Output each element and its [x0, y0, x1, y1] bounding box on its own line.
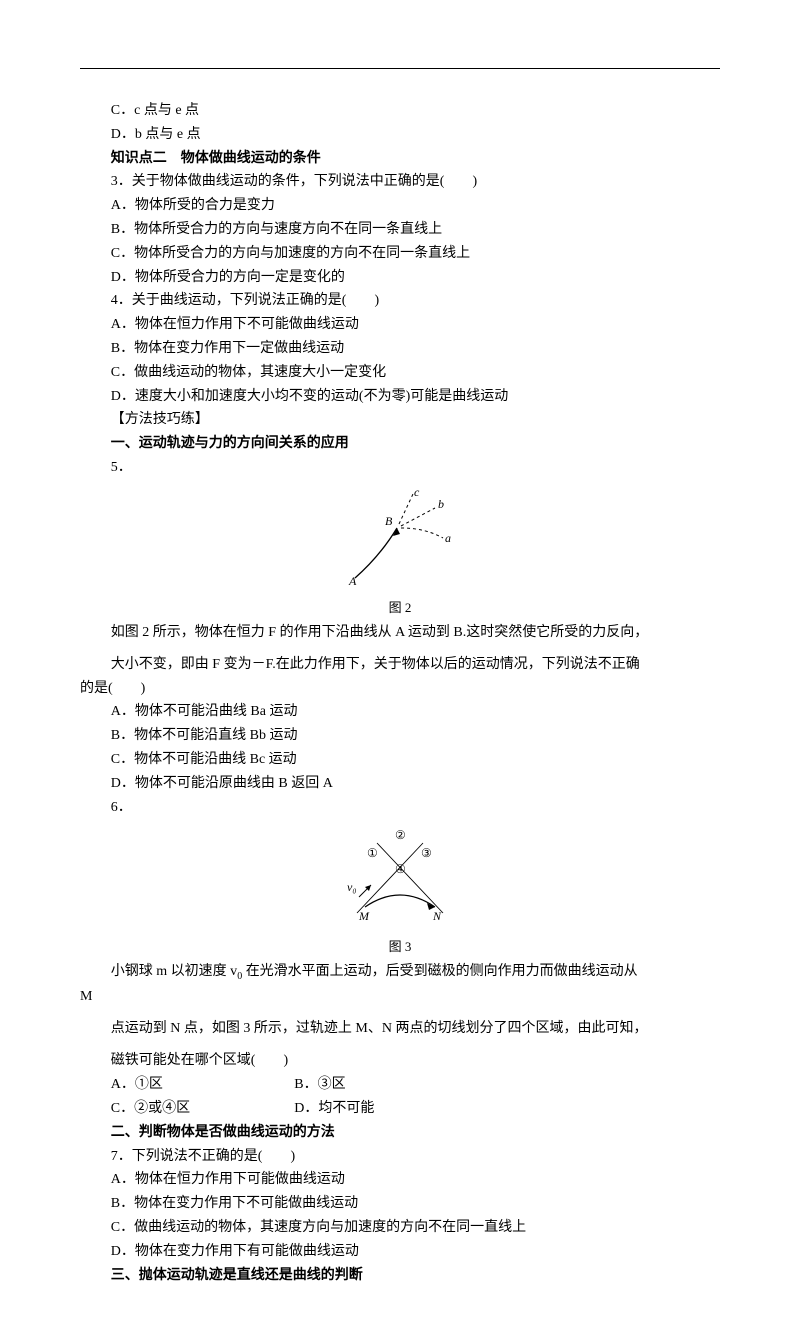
svg-text:M: M: [358, 909, 370, 923]
kp2-title: 知识点二 物体做曲线运动的条件: [80, 147, 720, 171]
svg-text:①: ①: [367, 846, 378, 860]
q7-D: D．物体在变力作用下有可能做曲线运动: [80, 1240, 720, 1264]
q7-A: A．物体在恒力作用下可能做曲线运动: [80, 1168, 720, 1192]
svg-text:a: a: [445, 531, 451, 545]
q6-opts-row1: A．①区 B．③区: [80, 1073, 720, 1097]
q6-stem1: 小钢球 m 以初速度 v0 在光滑水平面上运动，后受到磁极的侧向作用力而做曲线运…: [80, 960, 720, 985]
page-header: [80, 60, 720, 69]
svg-text:③: ③: [421, 846, 432, 860]
q7-stem: 7．下列说法不正确的是( ): [80, 1145, 720, 1169]
spacer: [80, 1009, 720, 1017]
q6-stem2: 点运动到 N 点，如图 3 所示，过轨迹上 M、N 两点的切线划分了四个区域，由…: [80, 1017, 720, 1041]
q3-B: B．物体所受合力的方向与速度方向不在同一条直线上: [80, 218, 720, 242]
q5-figure: A B a b c: [80, 486, 720, 595]
q3-C: C．物体所受合力的方向与加速度的方向不在同一条直线上: [80, 242, 720, 266]
q6-D: D．均不可能: [294, 1097, 474, 1121]
svg-text:c: c: [414, 486, 420, 499]
q5-stem2: 大小不变，即由 F 变为－F.在此力作用下，关于物体以后的运动情况，下列说法不正…: [80, 653, 720, 677]
q4-B: B．物体在变力作用下一定做曲线运动: [80, 337, 720, 361]
svg-text:N: N: [432, 909, 442, 923]
svg-text:B: B: [385, 514, 393, 528]
q6-fig-caption: 图 3: [80, 936, 720, 958]
q3-A: A．物体所受的合力是变力: [80, 194, 720, 218]
curve-diagram-icon: A B a b c: [335, 486, 465, 586]
svg-text:b: b: [438, 497, 444, 511]
svg-text:②: ②: [395, 828, 406, 842]
spacer: [80, 1041, 720, 1049]
q5-stem3: 的是( ): [80, 677, 720, 701]
svg-text:④: ④: [395, 862, 406, 876]
q4-C: C．做曲线运动的物体，其速度大小一定变化: [80, 361, 720, 385]
q5-B: B．物体不可能沿直线 Bb 运动: [80, 724, 720, 748]
q6-opts-row2: C．②或④区 D．均不可能: [80, 1097, 720, 1121]
skill-tag: 【方法技巧练】: [80, 408, 720, 432]
q5-D: D．物体不可能沿原曲线由 B 返回 A: [80, 772, 720, 796]
q5-C: C．物体不可能沿曲线 Bc 运动: [80, 748, 720, 772]
q4-D: D．速度大小和加速度大小均不变的运动(不为零)可能是曲线运动: [80, 385, 720, 409]
q6-stem1-a: 小钢球 m 以初速度 v: [111, 964, 237, 979]
q5-fig-caption: 图 2: [80, 597, 720, 619]
q5-num: 5．: [80, 456, 720, 480]
q6-figure: ① ② ③ ④ M N v₀: [80, 825, 720, 934]
q3-stem: 3．关于物体做曲线运动的条件，下列说法中正确的是( ): [80, 170, 720, 194]
sec3-title: 三、抛体运动轨迹是直线还是曲线的判断: [80, 1264, 720, 1288]
q7-C: C．做曲线运动的物体，其速度方向与加速度的方向不在同一直线上: [80, 1216, 720, 1240]
q7-B: B．物体在变力作用下不可能做曲线运动: [80, 1192, 720, 1216]
svg-text:v₀: v₀: [347, 880, 357, 894]
q2-option-d: D．b 点与 e 点: [80, 123, 720, 147]
q5-A: A．物体不可能沿曲线 Ba 运动: [80, 700, 720, 724]
q5-stem1: 如图 2 所示，物体在恒力 F 的作用下沿曲线从 A 运动到 B.这时突然使它所…: [80, 621, 720, 645]
q6-num: 6．: [80, 796, 720, 820]
q6-B: B．③区: [294, 1073, 474, 1097]
q6-stem1-m: M: [80, 985, 720, 1009]
svg-text:A: A: [348, 574, 357, 586]
skill-sec1: 一、运动轨迹与力的方向间关系的应用: [80, 432, 720, 456]
q3-D: D．物体所受合力的方向一定是变化的: [80, 266, 720, 290]
q6-stem3: 磁铁可能处在哪个区域( ): [80, 1049, 720, 1073]
q4-stem: 4．关于曲线运动，下列说法正确的是( ): [80, 289, 720, 313]
q6-stem1-b: 在光滑水平面上运动，后受到磁极的侧向作用力而做曲线运动从: [242, 964, 638, 979]
q6-A: A．①区: [111, 1073, 291, 1097]
sec2-title: 二、判断物体是否做曲线运动的方法: [80, 1121, 720, 1145]
q2-option-c: C．c 点与 e 点: [80, 99, 720, 123]
tangent-regions-diagram-icon: ① ② ③ ④ M N v₀: [335, 825, 465, 925]
q6-C: C．②或④区: [111, 1097, 291, 1121]
spacer: [80, 644, 720, 652]
q4-A: A．物体在恒力作用下不可能做曲线运动: [80, 313, 720, 337]
